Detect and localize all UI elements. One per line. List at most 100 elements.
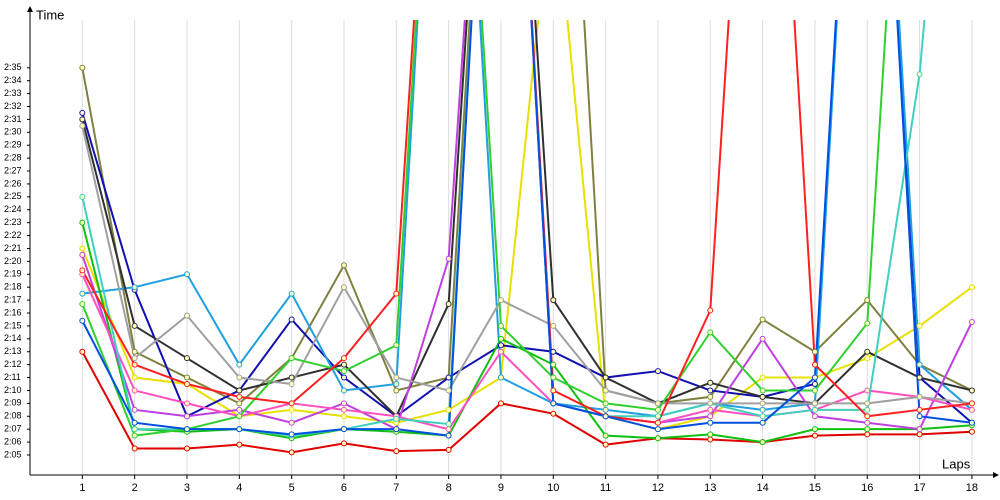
data-point xyxy=(183,312,190,319)
data-point xyxy=(288,381,295,387)
data-point xyxy=(916,431,923,438)
x-tick-label: 3 xyxy=(184,482,190,494)
data-point xyxy=(236,393,243,400)
data-point xyxy=(131,419,138,426)
data-point xyxy=(916,426,923,433)
data-point xyxy=(550,348,557,355)
data-point xyxy=(707,379,714,386)
series-line xyxy=(81,20,888,437)
data-point xyxy=(79,300,86,307)
data-point xyxy=(654,400,661,407)
data-point xyxy=(131,374,138,381)
data-point xyxy=(497,335,504,342)
data-point xyxy=(654,426,661,433)
data-point xyxy=(393,387,400,394)
data-point xyxy=(236,361,243,368)
data-point xyxy=(79,290,86,297)
data-point xyxy=(79,251,86,258)
data-point xyxy=(340,413,347,420)
data-point xyxy=(811,348,818,355)
data-point xyxy=(759,316,766,323)
data-point xyxy=(131,355,138,362)
data-point xyxy=(236,400,243,407)
x-tick-label: 6 xyxy=(341,482,347,494)
data-point xyxy=(393,415,400,422)
data-point xyxy=(79,317,86,324)
data-point xyxy=(602,413,609,420)
y-tick-label: 2:19 xyxy=(4,269,22,279)
data-point xyxy=(550,387,557,394)
data-point xyxy=(393,374,400,381)
x-arrow xyxy=(993,472,999,478)
y-tick-label: 2:12 xyxy=(4,359,22,369)
data-point xyxy=(759,393,766,400)
data-point xyxy=(183,413,190,420)
data-point xyxy=(131,426,138,433)
data-point xyxy=(340,387,347,394)
data-point xyxy=(811,406,818,413)
data-point xyxy=(340,400,347,407)
series-line xyxy=(81,20,973,424)
data-point xyxy=(288,355,295,362)
data-point xyxy=(968,400,975,407)
data-point xyxy=(236,426,243,433)
data-point xyxy=(968,428,975,435)
data-point xyxy=(497,297,504,304)
data-point xyxy=(707,329,714,336)
y-tick-label: 2:27 xyxy=(4,165,22,175)
data-point xyxy=(602,387,609,394)
data-point xyxy=(602,432,609,439)
data-point xyxy=(393,290,400,297)
y-tick-label: 2:30 xyxy=(4,127,22,137)
y-tick-label: 2:22 xyxy=(4,230,22,240)
data-point xyxy=(916,71,923,78)
data-point xyxy=(288,400,295,407)
x-tick-label: 7 xyxy=(393,482,399,494)
data-point xyxy=(236,413,243,420)
data-point xyxy=(759,387,766,394)
data-point xyxy=(131,406,138,413)
data-point xyxy=(445,446,452,453)
data-point xyxy=(602,374,609,381)
data-point xyxy=(288,406,295,413)
y-tick-label: 2:20 xyxy=(4,256,22,266)
data-point xyxy=(497,322,504,329)
data-point xyxy=(288,290,295,297)
y-tick-label: 2:11 xyxy=(4,372,21,382)
plot-area xyxy=(79,20,975,456)
data-point xyxy=(340,374,347,381)
data-point xyxy=(916,406,923,413)
data-point xyxy=(79,193,86,200)
data-point xyxy=(864,320,871,327)
data-point xyxy=(654,368,661,375)
data-point xyxy=(340,284,347,291)
data-point xyxy=(602,400,609,407)
data-point xyxy=(707,431,714,438)
series-line xyxy=(81,273,973,431)
data-point xyxy=(864,406,871,413)
data-point xyxy=(916,393,923,400)
data-point xyxy=(916,322,923,329)
data-point xyxy=(654,435,661,442)
series-line xyxy=(81,125,973,405)
data-point xyxy=(340,368,347,375)
data-point xyxy=(864,400,871,407)
data-point xyxy=(340,355,347,362)
y-arrow xyxy=(27,6,33,12)
data-point xyxy=(550,400,557,407)
data-point xyxy=(393,342,400,349)
y-tick-label: 2:26 xyxy=(4,178,22,188)
data-point xyxy=(445,300,452,307)
y-tick-label: 2:14 xyxy=(4,333,22,343)
data-point xyxy=(654,406,661,413)
data-point xyxy=(445,387,452,394)
data-point xyxy=(183,445,190,452)
data-point xyxy=(759,400,766,407)
data-point xyxy=(707,387,714,394)
data-point xyxy=(131,322,138,329)
data-point xyxy=(183,426,190,433)
data-point xyxy=(550,361,557,368)
data-point xyxy=(864,355,871,362)
data-point xyxy=(445,421,452,428)
data-point xyxy=(602,441,609,448)
